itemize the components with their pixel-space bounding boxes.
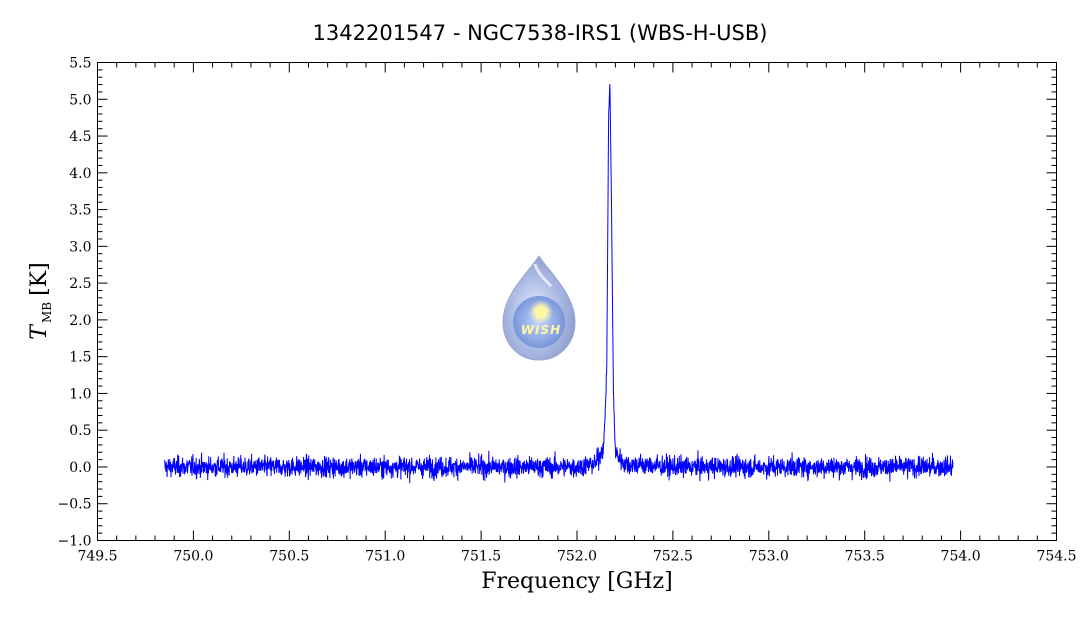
y-axis-label: TMB [K] [27,262,54,339]
y-axis: −1.0 −0.5 0.0 0.5 1.0 1.5 2.0 2.5 3.0 3.5 4.0 4.5 5.… [58,56,1057,550]
x-tick-label: 749.5 [77,549,117,565]
y-tick-label: 1.5 [69,350,91,366]
x-tick-label: 753.5 [845,549,885,565]
chart-title: 1342201547 - NGC7538-IRS1 (WBS-H-USB) [313,21,768,45]
watermark-logo: WISH [502,255,576,361]
x-tick-label: 752.0 [557,549,597,565]
y-tick-label: 4.5 [69,129,91,145]
x-tick-label: 751.5 [461,549,501,565]
x-tick-label: 750.0 [173,549,213,565]
x-tick-label: 754.0 [941,549,981,565]
wish-label: WISH [521,323,561,337]
y-tick-label: 5.5 [69,56,91,72]
y-tick-label: 4.0 [69,166,91,182]
drop-highlight [533,263,553,288]
y-tick-label: −1.0 [58,534,92,550]
x-tick-label: 754.5 [1036,549,1076,565]
y-tick-label: 0.0 [69,460,91,476]
x-axis-label: Frequency [GHz] [481,569,673,594]
y-tick-label: 2.0 [69,313,91,329]
x-tick-label: 751.0 [365,549,405,565]
x-tick-label: 753.0 [749,549,789,565]
y-tick-label: −0.5 [58,497,92,513]
spectrum-series-line [164,84,954,484]
y-axis-label-main: T [27,323,52,340]
x-tick-label: 752.5 [653,549,693,565]
y-axis-label-unit: [K] [27,262,52,296]
x-axis: 749.5 750.0 750.5 751.0 751.5 752.0 752.5 753.0… [77,62,1077,565]
y-tick-label: 1.0 [69,386,91,402]
y-tick-label: 3.5 [69,203,91,219]
y-axis-label-sub: MB [40,302,54,323]
svg-text:TMB[K]: TMB [K] [27,262,54,339]
y-tick-label: 2.5 [69,276,91,292]
x-tick-label: 750.5 [269,549,309,565]
star-icon [533,303,549,319]
y-tick-label: 5.0 [69,92,91,108]
y-tick-label: 0.5 [69,423,91,439]
y-tick-label: 3.0 [69,239,91,255]
